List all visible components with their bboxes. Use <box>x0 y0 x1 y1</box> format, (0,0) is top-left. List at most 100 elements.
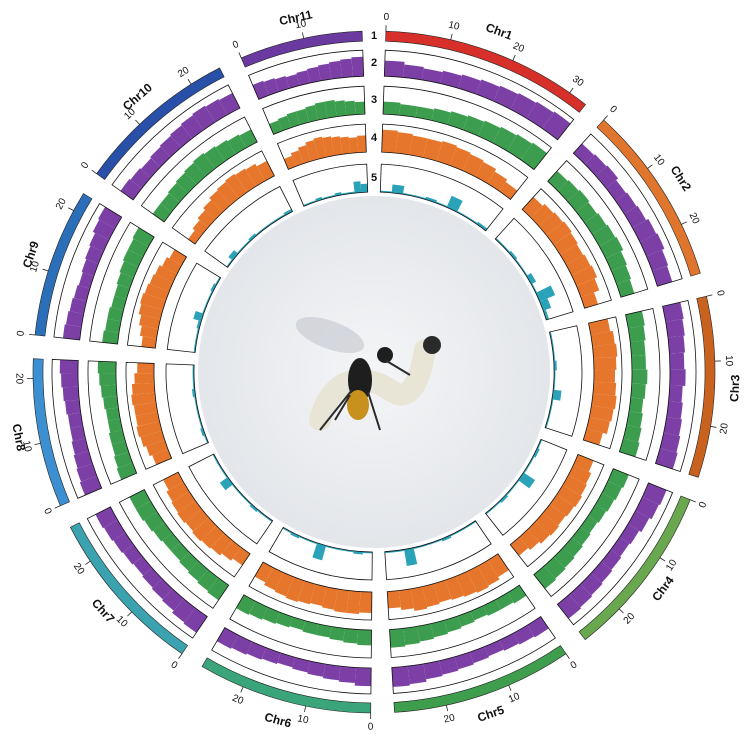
track-bar <box>63 324 82 340</box>
track-bar <box>512 480 519 488</box>
track-bar <box>65 400 81 415</box>
track-bar <box>103 396 118 409</box>
track-bar <box>493 501 501 508</box>
track-bar <box>99 373 116 385</box>
tick-label: 0 <box>169 659 180 671</box>
track-bar <box>382 130 398 153</box>
tick-label: 10 <box>447 20 461 33</box>
tick-label: 10 <box>507 691 522 706</box>
tick-mark <box>706 295 712 296</box>
track-bar <box>440 71 462 88</box>
tick-label: 20 <box>71 561 87 577</box>
track-bar <box>137 363 154 373</box>
track-bar <box>248 233 256 241</box>
tick-mark <box>566 654 569 659</box>
tick-mark <box>509 685 511 691</box>
tick-label: 10 <box>723 355 734 367</box>
track-bar <box>283 527 292 533</box>
chromosome-label: Chr5 <box>476 703 507 725</box>
track-bar <box>345 101 356 116</box>
tick-label: 0 <box>231 39 241 51</box>
tick-mark <box>451 34 452 40</box>
track-bar <box>629 397 643 413</box>
track-label: 3 <box>371 94 377 106</box>
track-bar <box>594 357 617 370</box>
track-bar <box>250 504 259 512</box>
track-bar <box>632 370 648 385</box>
tick-mark <box>690 500 696 502</box>
track-bar <box>329 626 344 640</box>
track-bar <box>357 135 366 152</box>
track-bar <box>416 106 435 120</box>
tick-mark <box>35 443 41 444</box>
track-bar <box>628 326 645 342</box>
track-bar <box>98 361 116 373</box>
chromosome-band <box>202 658 371 713</box>
track-bar <box>269 219 277 225</box>
track-bar <box>243 240 250 247</box>
track-bar <box>509 251 517 260</box>
tick-mark <box>570 88 573 93</box>
track-bar <box>668 336 685 354</box>
tick-mark <box>239 52 241 58</box>
track-bar <box>215 277 220 285</box>
track-bar <box>232 484 239 492</box>
track-bar <box>222 470 228 478</box>
tick-mark <box>179 654 182 659</box>
track-bar <box>486 507 494 514</box>
track-bar <box>257 510 265 517</box>
track-bar <box>422 68 443 83</box>
tick-label: 20 <box>718 422 731 435</box>
track-bar <box>349 137 359 153</box>
track-bar <box>237 246 244 253</box>
track-bar <box>63 387 80 402</box>
track-label: 2 <box>371 57 377 69</box>
chromosome-label: Chr1 <box>484 20 515 43</box>
tick-label: 0 <box>569 659 580 671</box>
tick-label: 20 <box>13 373 24 385</box>
track-bar <box>506 487 513 495</box>
track-bar <box>666 319 685 338</box>
track-bar <box>343 628 358 643</box>
track-bar <box>226 260 232 268</box>
track-bar <box>323 664 341 680</box>
tick-mark <box>68 208 73 211</box>
tick-mark <box>241 687 243 693</box>
track-bar <box>502 245 510 253</box>
track-bar <box>518 472 535 488</box>
track-bar <box>476 222 487 231</box>
tick-label: 0 <box>607 104 619 116</box>
track-bar <box>292 657 310 672</box>
track-bar <box>594 370 615 383</box>
tick-label: 20 <box>230 693 245 708</box>
tick-label: 10 <box>651 152 667 168</box>
track-bar <box>403 626 420 645</box>
track-bar <box>101 385 117 398</box>
tick-mark <box>55 506 61 508</box>
track-bar <box>390 628 406 647</box>
track-label: 1 <box>371 30 377 42</box>
chromosome-label: Chr10 <box>120 80 155 113</box>
tick-mark <box>85 561 90 564</box>
tick-label: 0 <box>368 722 374 733</box>
tick-mark <box>29 334 35 335</box>
track-bar <box>467 521 476 527</box>
track-bar <box>339 666 356 683</box>
track-bar <box>220 477 233 490</box>
track-bar <box>340 59 353 78</box>
track-bar <box>404 548 417 566</box>
tick-mark <box>648 165 653 169</box>
track-bar <box>262 224 270 230</box>
track-bar <box>351 57 363 77</box>
track-bar <box>500 494 509 503</box>
tick-mark <box>92 170 97 173</box>
tick-mark <box>135 120 139 124</box>
track-bar <box>102 330 119 344</box>
track-bar <box>359 592 372 613</box>
center-photo <box>198 196 550 548</box>
tick-mark <box>681 222 686 225</box>
tick-mark <box>604 115 608 119</box>
track-bar <box>256 229 264 236</box>
chromosome-label: Chr6 <box>263 710 293 731</box>
